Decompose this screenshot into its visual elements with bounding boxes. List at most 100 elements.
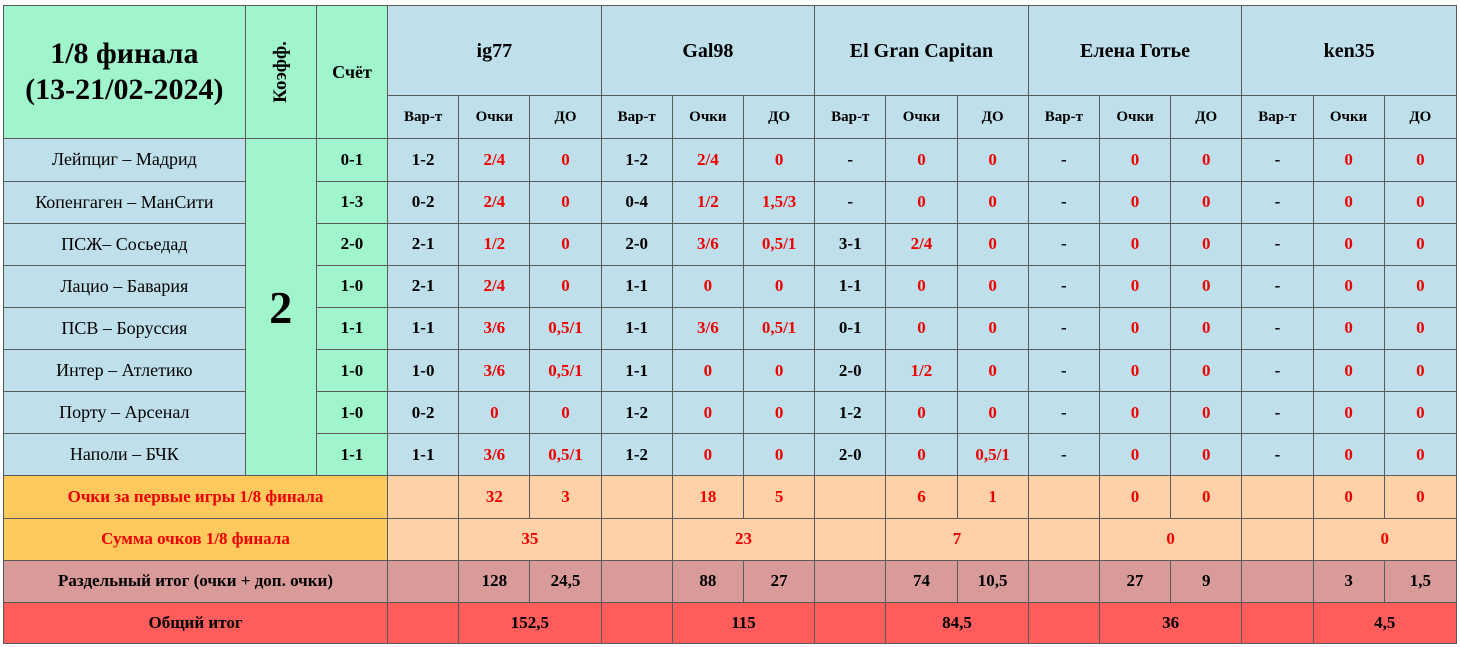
pick-variant: -: [1241, 180, 1314, 224]
round-title-line2: (13-21/02-2024): [25, 73, 224, 107]
split-total-extra: 9: [1170, 559, 1243, 603]
split-total-points: 128: [458, 559, 531, 603]
table-row: Порту – Арсенал 1-0 0-2 0 0 1-2 0 0 1-2 0 0-0 0-0 0: [3, 391, 1458, 435]
pick-points: 0: [458, 391, 531, 435]
variant-header: Вар-т: [600, 95, 673, 140]
first-games-extra: 1: [956, 475, 1029, 519]
grand-total-label: Общий итог: [2, 601, 389, 645]
pick-extra-points: 0: [1383, 349, 1458, 393]
pick-variant: 1-2: [600, 433, 673, 477]
pick-points: 0: [885, 306, 958, 351]
pick-variant: -: [1027, 306, 1100, 351]
pick-points: 0: [1098, 306, 1172, 351]
pick-variant: -: [1241, 433, 1314, 477]
match-name: Лейпциг – Мадрид: [3, 138, 246, 182]
points-header: Очки: [1098, 95, 1172, 140]
pick-variant: 2-0: [814, 433, 887, 477]
pick-extra-points: 0: [1383, 138, 1458, 182]
empty-cell: [814, 517, 887, 561]
pick-variant: -: [814, 180, 887, 224]
pick-extra-points: 0: [1170, 349, 1243, 393]
pick-points: 0: [1312, 180, 1385, 224]
first-games-points: 0: [1312, 475, 1385, 519]
empty-cell: [1241, 517, 1314, 561]
pick-extra-points: 0: [1383, 433, 1458, 477]
pick-points: 0: [885, 180, 958, 224]
pick-variant: 0-2: [387, 391, 460, 435]
player-name: ken35: [1241, 4, 1457, 97]
table-row: Наполи – БЧК 1-1 1-1 3/6 0,5/1 1-2 0 0 2-0 0 0,5/1…: [3, 433, 1458, 477]
pick-variant: 1-1: [814, 264, 887, 308]
pick-points: 2/4: [458, 180, 531, 224]
pick-extra-points: 0: [1383, 306, 1458, 351]
score-header: Счёт: [315, 4, 389, 140]
points-header: Очки: [885, 95, 958, 140]
match-score: 1-0: [315, 391, 389, 435]
pick-points: 0: [885, 433, 958, 477]
pick-points: 3/6: [458, 306, 531, 351]
empty-cell: [1027, 475, 1100, 519]
empty-cell: [1027, 559, 1100, 603]
variant-header: Вар-т: [1241, 95, 1314, 140]
split-total-extra: 1,5: [1383, 559, 1458, 603]
pick-variant: 1-2: [387, 138, 460, 182]
pick-extra-points: 0: [529, 222, 602, 266]
pick-extra-points: 0: [1170, 306, 1243, 351]
pick-points: 0: [1098, 222, 1172, 266]
round-sum-value: 23: [671, 517, 816, 561]
empty-cell: [600, 559, 673, 603]
player-name: Gal98: [600, 4, 816, 97]
variant-header: Вар-т: [387, 95, 460, 140]
round-sum-label: Сумма очков 1/8 финала: [2, 517, 389, 561]
split-total-points: 74: [885, 559, 958, 603]
pick-extra-points: 0: [956, 138, 1029, 182]
pick-extra-points: 0,5/1: [742, 306, 816, 351]
pick-points: 3/6: [671, 306, 744, 351]
empty-cell: [387, 475, 460, 519]
match-score: 1-0: [315, 264, 389, 308]
table-row: Интер – Атлетико 1-0 1-0 3/6 0,5/1 1-1 0 0 2-0 1/…: [3, 349, 1458, 393]
empty-cell: [1027, 517, 1100, 561]
pick-points: 1/2: [458, 222, 531, 266]
pick-extra-points: 0,5/1: [529, 306, 602, 351]
pick-extra-points: 0: [742, 349, 816, 393]
empty-cell: [814, 559, 887, 603]
pick-extra-points: 0,5/1: [529, 433, 602, 477]
match-score: 1-0: [315, 349, 389, 393]
pick-variant: 1-1: [387, 306, 460, 351]
match-score: 1-3: [315, 180, 389, 224]
pick-variant: 0-4: [600, 180, 673, 224]
pick-extra-points: 0: [742, 391, 816, 435]
pick-extra-points: 0: [956, 349, 1029, 393]
empty-cell: [1241, 559, 1314, 603]
pick-variant: 2-1: [387, 264, 460, 308]
first-games-points: 6: [885, 475, 958, 519]
pick-extra-points: 0: [742, 138, 816, 182]
empty-cell: [1241, 601, 1314, 645]
pick-variant: 1-1: [600, 349, 673, 393]
first-games-points: 18: [671, 475, 744, 519]
extra-points-header: ДО: [742, 95, 816, 140]
pick-points: 0: [1098, 433, 1172, 477]
pick-points: 2/4: [458, 264, 531, 308]
pick-points: 0: [1312, 222, 1385, 266]
pick-points: 0: [1312, 349, 1385, 393]
pick-points: 0: [1312, 306, 1385, 351]
pick-extra-points: 0: [1383, 180, 1458, 224]
pick-points: 1/2: [671, 180, 744, 224]
empty-cell: [600, 475, 673, 519]
pick-extra-points: 0: [529, 138, 602, 182]
empty-cell: [387, 517, 460, 561]
pick-points: 0: [885, 391, 958, 435]
first-games-extra: 3: [529, 475, 602, 519]
pick-variant: 3-1: [814, 222, 887, 266]
match-name: Копенгаген – МанСити: [3, 180, 246, 224]
player-name: Елена Готье: [1027, 4, 1243, 97]
empty-cell: [814, 475, 887, 519]
pick-variant: 0-2: [387, 180, 460, 224]
pick-extra-points: 0: [956, 306, 1029, 351]
split-total-extra: 27: [742, 559, 816, 603]
pick-variant: -: [1241, 306, 1314, 351]
pick-points: 0: [1098, 264, 1172, 308]
pick-variant: 2-0: [600, 222, 673, 266]
